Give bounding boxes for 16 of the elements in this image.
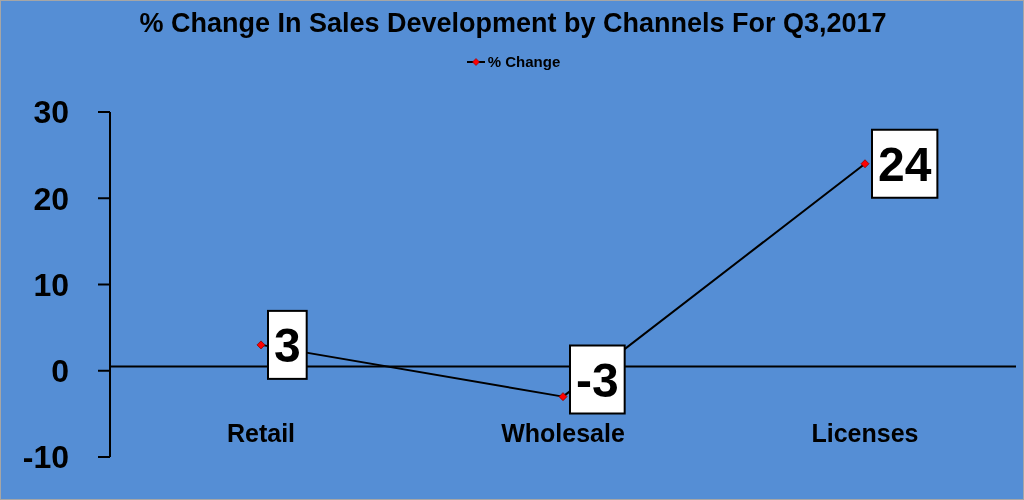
point — [860, 159, 870, 169]
data-label: 3 — [273, 318, 301, 372]
y-tick-label: 30 — [33, 94, 69, 131]
x-tick-label: Wholesale — [501, 418, 625, 447]
point — [558, 392, 568, 402]
legend-label: % Change — [487, 53, 561, 70]
x-tick-label: Licenses — [811, 418, 919, 447]
data-label: -3 — [575, 353, 619, 407]
x-tick-label: Retail — [226, 418, 296, 447]
chart-title: % Change In Sales Development by Channels For Q3,2017 — [138, 8, 888, 39]
y-tick-label: 20 — [33, 180, 69, 217]
y-tick-label: 0 — [51, 353, 69, 390]
point — [256, 340, 266, 350]
y-tick-label: -10 — [22, 439, 69, 476]
data-label: 24 — [877, 137, 932, 191]
y-tick-label: 10 — [33, 266, 69, 303]
